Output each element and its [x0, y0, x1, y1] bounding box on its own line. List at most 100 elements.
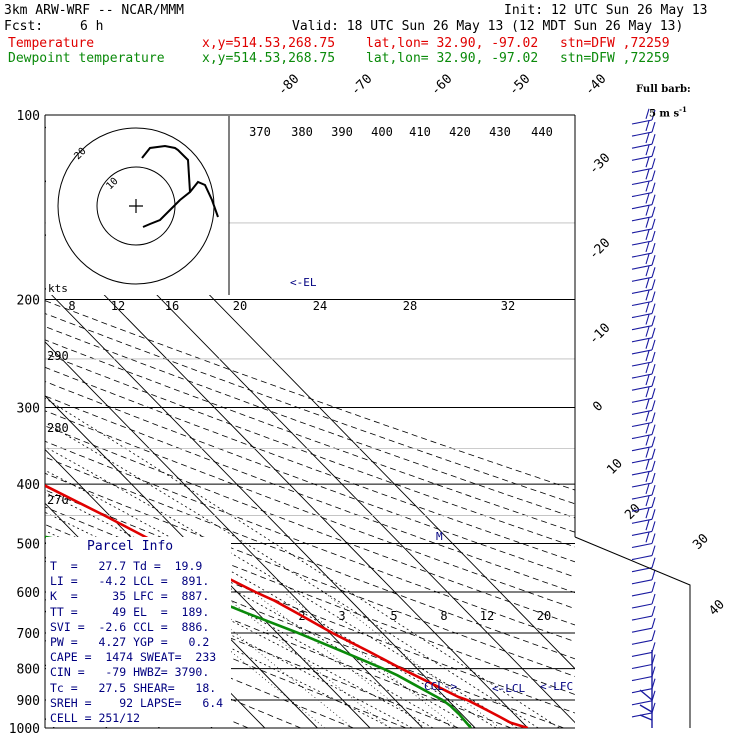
- init-time: Init: 12 UTC Sun 26 May 13: [504, 3, 708, 18]
- isotherm-label: -70: [348, 72, 375, 99]
- theta-e-label: 440: [531, 125, 553, 139]
- isotherm-line: [45, 233, 529, 728]
- temp-latlon: lat,lon= 32.90, -97.02: [366, 36, 539, 51]
- wind-barb: [631, 326, 656, 343]
- barb-legend-exp: -1: [679, 105, 687, 114]
- parcel-info-title: Parcel Info: [87, 539, 174, 554]
- wind-barb: [631, 605, 656, 621]
- legend-dewpoint: Dewpoint temperature: [8, 51, 165, 66]
- parcel-m-marker: M: [436, 530, 443, 543]
- dry-adiabat-line: [45, 410, 575, 610]
- parcel-info-row: PW = 4.27 YGP = 0.2: [50, 635, 210, 650]
- pressure-tick-label: 400: [17, 478, 40, 493]
- dew-xy: x,y=514.53,268.75: [202, 51, 336, 66]
- wind-barb: [631, 120, 656, 137]
- parcel-info-row: LI = -4.2 LCL = 891.: [50, 574, 210, 589]
- wind-barb: [631, 362, 656, 379]
- wind-barb: [631, 520, 656, 536]
- wind-barb: [631, 350, 656, 367]
- model-title: 3km ARW-WRF -- NCAR/MMM: [4, 3, 185, 18]
- wind-barb: [631, 447, 656, 464]
- parcel-info-panel: Parcel Info T = 27.7 Td = 19.9 LI = -4.2 …: [46, 537, 231, 727]
- pressure-tick-label: 600: [17, 586, 40, 601]
- pressure-tick-label: 200: [17, 294, 40, 309]
- isotherm-label: -10: [586, 321, 613, 348]
- pressure-tick-label: 700: [17, 627, 40, 642]
- parcel-info-row: SVI = -2.6 CCL = 886.: [50, 619, 210, 634]
- theta-e-label: 410: [409, 125, 431, 139]
- dewpoint-profile: [45, 535, 472, 728]
- isotherm-label: 20: [622, 501, 644, 523]
- isotherm-line: [45, 287, 476, 728]
- isotherm-label: -30: [586, 151, 613, 178]
- pressure-tick-label: 800: [17, 663, 40, 678]
- theta-e-label: 400: [371, 125, 393, 139]
- isotherm-label: 0: [590, 399, 606, 415]
- parcel-info-row: TT = 49 EL = 189.: [50, 604, 210, 619]
- wind-barb: [631, 495, 656, 512]
- barb-legend-value: 5 m s-1: [642, 94, 687, 119]
- wind-barb: [631, 374, 656, 391]
- isotherm-line: [0, 115, 2, 728]
- mixing-ratio-label: 5: [390, 609, 397, 623]
- isotherm-label: -50: [506, 72, 533, 99]
- wind-barb: [631, 423, 656, 440]
- isotherm-label: -60: [428, 72, 455, 99]
- wind-barb: [631, 108, 656, 125]
- wind-barb: [631, 314, 656, 331]
- pressure-tick-label: 100: [17, 109, 40, 124]
- speed-scale-label: 12: [111, 299, 125, 313]
- wind-barb: [631, 132, 656, 149]
- wind-barb: [631, 338, 656, 355]
- wind-barb: [631, 471, 656, 488]
- mixing-ratio-label: 12: [480, 609, 494, 623]
- wind-barb: [631, 630, 656, 645]
- parcel-info-row: SREH = 92 LAPSE= 6.4: [50, 695, 224, 710]
- isotherm-label: -20: [586, 236, 613, 263]
- wind-barb: [631, 302, 656, 319]
- theta-e-label: 420: [449, 125, 471, 139]
- barb-legend-title: Full barb:: [636, 84, 691, 95]
- isotherm-label: 30: [690, 531, 712, 553]
- pressure-tick-label: 1000: [9, 722, 40, 737]
- wind-barb: [631, 205, 656, 222]
- wind-barb: [631, 253, 656, 270]
- wind-barb: [631, 278, 656, 294]
- pressure-tick-label: 300: [17, 401, 40, 416]
- wind-barb: [631, 569, 656, 585]
- wind-barb: [631, 399, 656, 415]
- dew-station: stn=DFW ,72259: [560, 51, 670, 66]
- wind-barb: [631, 581, 656, 597]
- barb-legend-speed: 5 m s: [648, 108, 680, 120]
- wind-barb: [631, 169, 656, 186]
- parcel-info-row: CAPE = 1474 SWEAT= 233: [50, 650, 217, 665]
- speed-scale-label: 16: [165, 299, 179, 313]
- wind-barb: [631, 507, 656, 524]
- hodograph-trace-upper: [141, 144, 191, 193]
- theta-label: 280: [47, 421, 69, 435]
- parcel-info-row: T = 27.7 Td = 19.9: [50, 559, 203, 573]
- theta-e-label: 370: [249, 125, 271, 139]
- wind-barb: [631, 411, 656, 428]
- theta-e-label: 380: [291, 125, 313, 139]
- hodograph-center: [129, 199, 143, 213]
- wind-barb: [631, 217, 656, 234]
- wind-barb: [631, 483, 656, 500]
- temperature-profile: [45, 484, 529, 728]
- pressure-tick-label: 500: [17, 537, 40, 552]
- moist-adiabat-line: [45, 397, 560, 728]
- wind-barb: [631, 593, 656, 609]
- parcel-info-row: K = 35 LFC = 887.: [50, 589, 210, 604]
- forecast-label: Fcst:: [4, 19, 44, 34]
- dry-adiabat-line: [45, 381, 575, 578]
- parcel-info-row: CELL = 251/12: [50, 711, 141, 726]
- el-marker: <-EL: [290, 276, 317, 289]
- wind-barb: [631, 193, 656, 210]
- speed-scale-label: 24: [313, 299, 327, 313]
- temp-xy: x,y=514.53,268.75: [202, 36, 336, 51]
- dry-adiabat-line: [45, 472, 575, 677]
- ccl-marker: CCL->: [424, 680, 457, 693]
- pressure-tick-label: 900: [17, 694, 40, 709]
- moist-adiabat-line: [45, 422, 539, 728]
- parcel-info-row: CIN = -79 HWBZ= 3790.: [50, 665, 210, 680]
